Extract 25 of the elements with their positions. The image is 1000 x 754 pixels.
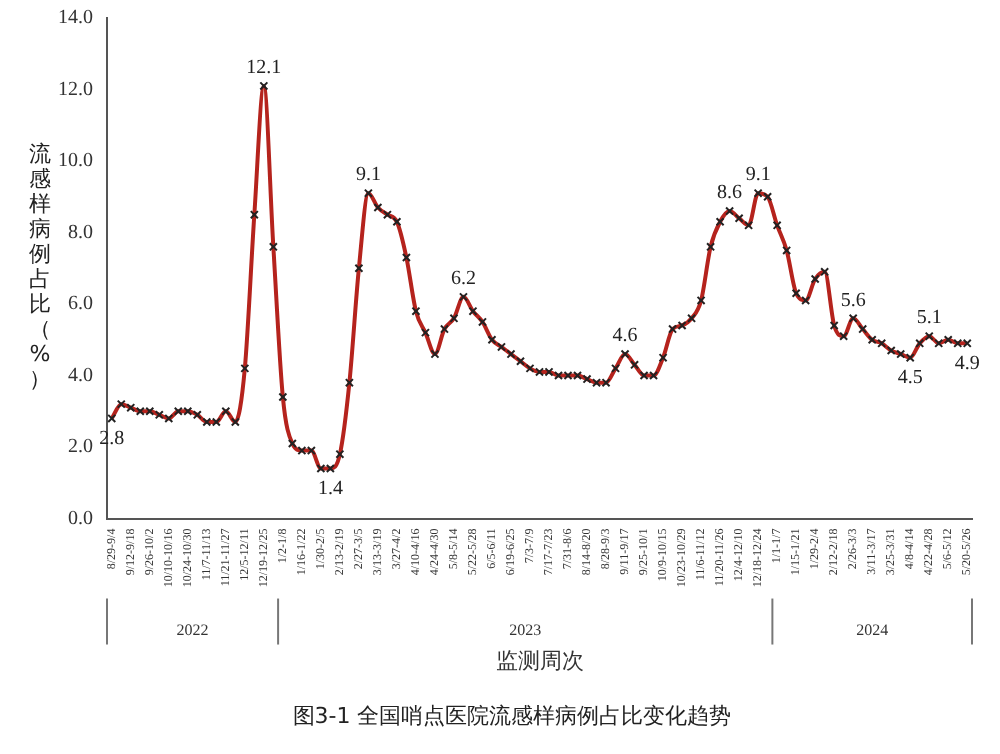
data-label: 6.2	[450, 268, 476, 291]
text: 2024	[856, 620, 889, 639]
y-tick-label: 0.0	[68, 507, 93, 530]
data-label: 4.9	[954, 352, 980, 375]
x-axis-title: 监测周次	[495, 648, 584, 675]
y-tick-label: 2.0	[68, 436, 93, 459]
data-label: 12.1	[246, 57, 282, 80]
y-tick-label: 6.0	[68, 293, 93, 316]
data-label: 9.1	[745, 164, 771, 187]
text: 2023	[509, 620, 542, 639]
y-tick-label: 10.0	[58, 150, 93, 173]
y-tick-label: 4.0	[68, 364, 93, 387]
data-label: 8.6	[717, 182, 743, 205]
y-tick-label: 8.0	[68, 221, 93, 244]
text: 2022	[176, 620, 209, 639]
text: 流感样病例占比（%）	[29, 141, 51, 393]
data-label: 5.6	[840, 289, 866, 312]
text: 图3-1 全国哨点医院流感样病例占比变化趋势	[292, 702, 732, 729]
data-label: 9.1	[355, 164, 381, 187]
y-tick-label: 12.0	[58, 78, 93, 101]
data-label: 4.6	[612, 325, 638, 348]
data-label: 1.4	[317, 477, 343, 500]
data-label: 4.5	[897, 366, 923, 389]
data-label: 5.1	[916, 307, 942, 330]
y-tick-label: 14.0	[58, 7, 93, 30]
